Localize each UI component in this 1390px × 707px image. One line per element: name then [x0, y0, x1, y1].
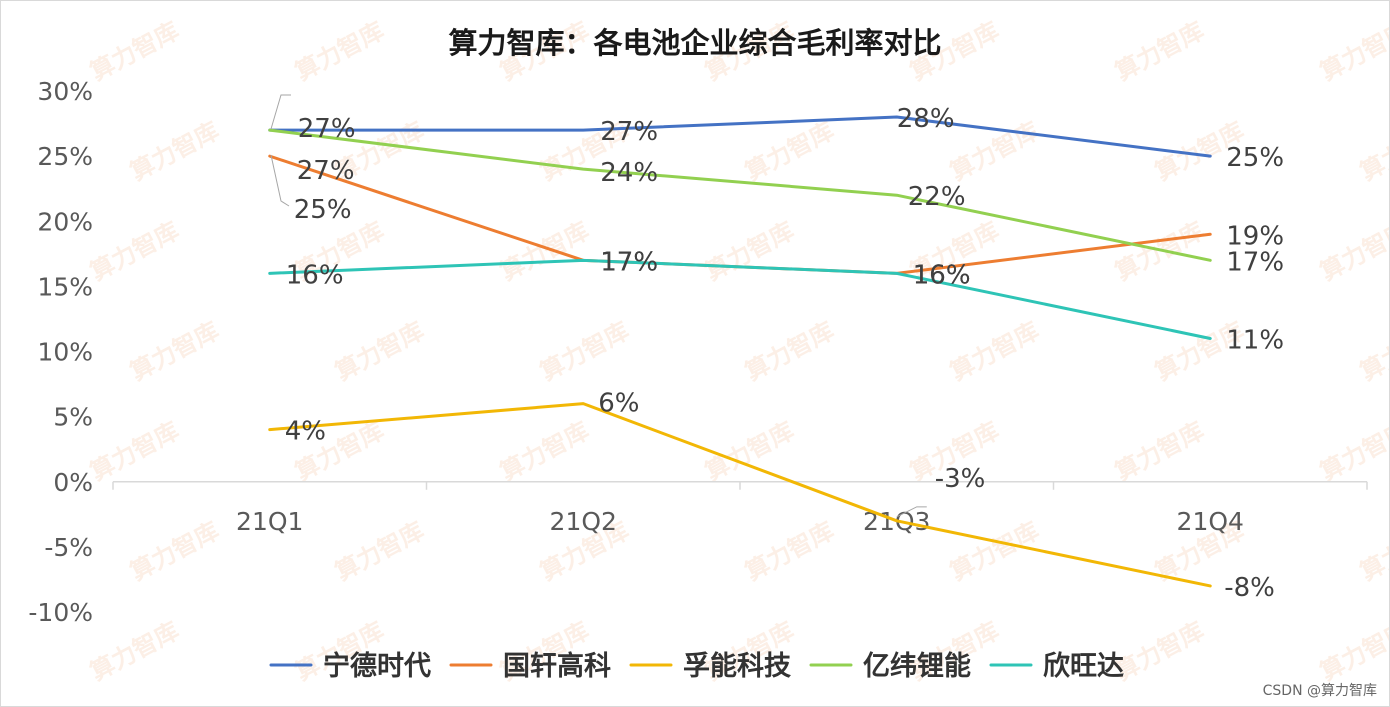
- data-label: 16%: [913, 260, 971, 290]
- data-label: 27%: [298, 114, 356, 144]
- data-label: 16%: [913, 260, 971, 290]
- watermark-text: 算力智库: [126, 517, 224, 587]
- watermark-text: 算力智库: [1111, 217, 1209, 287]
- watermark-text: 算力智库: [741, 517, 839, 587]
- x-tick-label: 21Q2: [550, 507, 617, 536]
- watermark-text: 算力智库: [1111, 417, 1209, 487]
- data-label: -3%: [935, 464, 986, 494]
- y-tick-label: -10%: [28, 598, 93, 627]
- legend-label: 宁德时代: [323, 650, 431, 682]
- data-label: 11%: [1226, 325, 1284, 355]
- watermark-text: 算力智库: [1316, 417, 1389, 487]
- watermark-text: 算力智库: [126, 317, 224, 387]
- watermark-text: 算力智库: [86, 17, 184, 87]
- series-line: [268, 402, 1212, 588]
- watermark-text: 算力智库: [291, 17, 389, 87]
- y-tick-label: 0%: [53, 468, 93, 497]
- watermark-text: 算力智库: [331, 317, 429, 387]
- data-label: 22%: [908, 182, 966, 212]
- legend-label: 亿纬锂能: [863, 650, 971, 682]
- data-label: 19%: [1226, 221, 1284, 251]
- data-label: 24%: [600, 158, 658, 188]
- watermark-text: 算力智库: [741, 117, 839, 187]
- series-line: [268, 128, 1212, 262]
- y-tick-label: 5%: [53, 403, 93, 432]
- x-tick-label: 21Q1: [236, 507, 303, 536]
- watermark-text: 算力智库: [86, 617, 184, 687]
- watermark-text: 算力智库: [1111, 617, 1209, 687]
- data-label: 17%: [1226, 247, 1284, 277]
- watermark-text: 算力智库: [1356, 517, 1389, 587]
- data-label-leader: [270, 154, 290, 207]
- watermark-text: 算力智库: [946, 117, 1044, 187]
- watermark-text: 算力智库: [1316, 217, 1389, 287]
- data-label: -8%: [1224, 573, 1275, 603]
- watermark-text: 算力智库: [946, 517, 1044, 587]
- legend-label: 国轩高科: [503, 650, 611, 682]
- watermark-text: 算力智库: [1316, 17, 1389, 87]
- y-tick-label: 30%: [37, 77, 93, 106]
- watermark-text: 算力智库: [496, 217, 594, 287]
- legend-label: 欣旺达: [1043, 651, 1124, 682]
- watermark-text: 算力智库: [126, 117, 224, 187]
- data-label-leader: [896, 506, 927, 518]
- watermark-text: 算力智库: [1111, 17, 1209, 87]
- y-tick-label: 10%: [37, 338, 93, 367]
- watermark-text: 算力智库: [86, 417, 184, 487]
- watermark-text: 算力智库: [1316, 617, 1389, 687]
- chart-title: 算力智库：各电池企业综合毛利率对比: [448, 26, 941, 60]
- legend-label: 孚能科技: [683, 650, 791, 682]
- watermark-text: 算力智库: [496, 417, 594, 487]
- watermark-text: 算力智库: [1356, 317, 1389, 387]
- data-label: 27%: [297, 156, 355, 186]
- series-line: [268, 258, 1212, 340]
- y-tick-label: 25%: [37, 142, 93, 171]
- series-line: [268, 115, 1212, 158]
- data-label-leader: [270, 94, 291, 130]
- data-label: 17%: [600, 247, 658, 277]
- y-tick-label: -5%: [44, 533, 93, 562]
- data-label: 27%: [600, 117, 658, 147]
- y-tick-label: 20%: [37, 207, 93, 236]
- data-label: 17%: [600, 247, 658, 277]
- watermark-text: 算力智库: [536, 317, 634, 387]
- credit-text: CSDN @算力智库: [1262, 683, 1377, 699]
- watermark-text: 算力智库: [946, 317, 1044, 387]
- watermark-text: 算力智库: [86, 217, 184, 287]
- x-tick-label: 21Q4: [1177, 507, 1244, 536]
- data-label: 25%: [294, 195, 352, 225]
- data-label: 4%: [285, 417, 326, 447]
- watermark-text: 算力智库: [1356, 117, 1389, 187]
- watermark-text: 算力智库: [331, 517, 429, 587]
- watermark-text: 算力智库: [701, 217, 799, 287]
- data-label: 25%: [1226, 143, 1284, 173]
- data-label: 6%: [598, 389, 639, 419]
- watermark-text: 算力智库: [741, 317, 839, 387]
- y-tick-label: 15%: [37, 272, 93, 301]
- data-label: 28%: [897, 104, 955, 134]
- data-label: 16%: [286, 260, 344, 290]
